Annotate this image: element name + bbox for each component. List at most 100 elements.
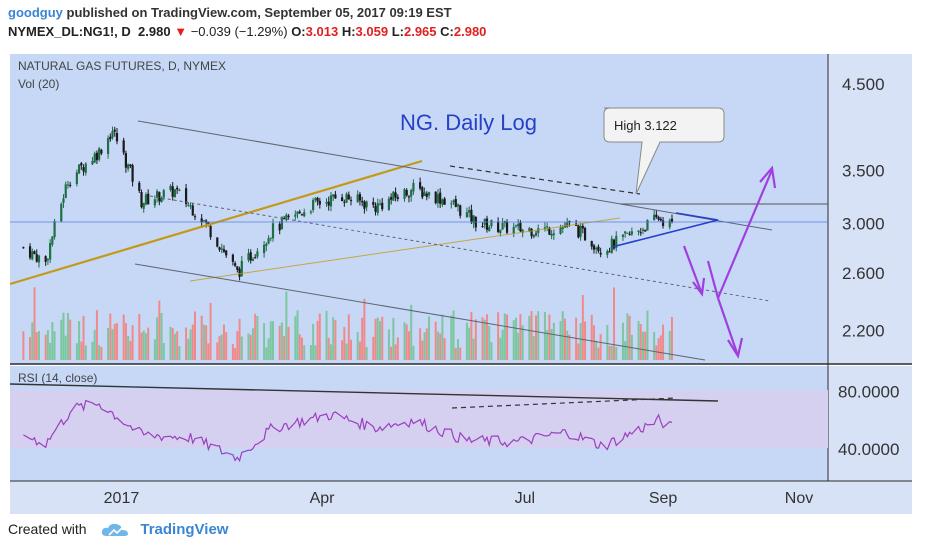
- candle-body: [332, 194, 335, 197]
- volume-bar: [334, 320, 337, 360]
- candle-body: [269, 237, 272, 239]
- candle-body: [209, 225, 212, 238]
- volume-bar: [35, 332, 38, 360]
- candle-body: [532, 234, 535, 238]
- candle-body: [218, 247, 221, 250]
- volume-bar: [390, 346, 393, 360]
- axis-ticks: 4.500 3.500 3.000 2.600 2.200 80.0000 40.0000 2…: [104, 75, 900, 507]
- publish-header: goodguy published on TradingView.com, Se…: [8, 5, 452, 20]
- volume-bar: [546, 329, 549, 360]
- candle-body: [144, 194, 148, 205]
- candle-body: [653, 214, 656, 221]
- channel-bottom-line: [134, 263, 706, 361]
- volume-bar: [481, 317, 484, 360]
- candle-body: [563, 226, 567, 228]
- volume-bar: [153, 339, 156, 360]
- candle-body: [222, 249, 226, 252]
- volume-bar: [158, 300, 161, 360]
- volume-bar: [628, 315, 631, 360]
- time-tick-label: Nov: [785, 490, 813, 507]
- purple-arrow-up: [716, 169, 774, 299]
- candle-body: [285, 214, 288, 221]
- volume-bar: [169, 326, 172, 360]
- volume-bar: [294, 316, 297, 360]
- last-price: 2.980: [138, 24, 171, 39]
- candle-body: [115, 133, 119, 142]
- volume-bar: [361, 317, 364, 360]
- volume-bar: [378, 321, 381, 360]
- volume-bar: [140, 332, 143, 360]
- volume-bar: [490, 342, 493, 360]
- volume-bar: [191, 324, 194, 360]
- candle-body: [670, 218, 674, 222]
- candle-body: [77, 164, 81, 174]
- volume-bar: [238, 318, 241, 360]
- candle-body: [481, 226, 484, 228]
- volume-bar: [173, 333, 176, 360]
- close-value: 2.980: [453, 24, 487, 39]
- volume-bar: [318, 313, 321, 360]
- candle-body: [191, 205, 194, 216]
- open-value: 3.013: [305, 24, 339, 39]
- candle-body: [501, 222, 504, 230]
- volume-bar: [69, 319, 72, 360]
- candle-body: [296, 211, 299, 215]
- volume-bar: [269, 321, 272, 360]
- down-arrow-icon: ▼: [174, 24, 188, 39]
- candle-body: [512, 226, 515, 234]
- volume-bar: [376, 317, 379, 360]
- volume-bar: [577, 343, 580, 360]
- tradingview-brand[interactable]: TradingView: [140, 521, 229, 538]
- low-value: 2.965: [403, 24, 437, 39]
- price-axis[interactable]: [828, 54, 912, 364]
- candle-body: [69, 184, 72, 186]
- volume-bar: [202, 324, 205, 360]
- chart-canvas[interactable]: 4.500 3.500 3.000 2.600 2.200 80.0000 40.0000 2…: [0, 48, 932, 514]
- volume-bars: [22, 287, 673, 360]
- volume-bar: [659, 335, 662, 360]
- volume-bar: [82, 315, 85, 360]
- price-pane[interactable]: [10, 54, 828, 364]
- volume-bar: [657, 338, 660, 360]
- volume-bar: [347, 314, 350, 360]
- volume-bar: [410, 304, 413, 360]
- candle-body: [169, 185, 172, 190]
- volume-bar: [22, 331, 25, 360]
- volume-bar: [365, 347, 368, 360]
- author-name[interactable]: goodguy: [8, 5, 63, 20]
- candle-body: [82, 167, 85, 172]
- candle-body: [497, 221, 500, 232]
- candle-body: [485, 218, 489, 230]
- candle-body: [407, 196, 411, 198]
- volume-bar: [499, 337, 502, 360]
- candle-body: [207, 221, 210, 226]
- volume-bar: [332, 317, 335, 360]
- candles: [22, 126, 674, 281]
- candle-body: [314, 198, 317, 200]
- volume-bar: [49, 342, 52, 360]
- volume-bar: [606, 324, 609, 360]
- time-axis[interactable]: [10, 481, 912, 514]
- candle-body: [561, 227, 564, 230]
- volume-bar: [256, 316, 259, 360]
- candle-body: [559, 227, 562, 234]
- volume-bar: [615, 346, 618, 360]
- volume-bar: [207, 343, 210, 360]
- rsi-band: [10, 390, 828, 448]
- volume-bar: [314, 345, 317, 360]
- volume-bar: [247, 333, 250, 360]
- candle-body: [552, 233, 555, 236]
- candle-body: [412, 182, 415, 192]
- candle-body: [294, 214, 297, 217]
- candle-body: [425, 193, 428, 197]
- candle-body: [100, 149, 103, 154]
- volume-bar: [240, 336, 243, 360]
- volume-bar: [350, 339, 353, 360]
- volume-bar: [434, 321, 437, 360]
- volume-bar: [216, 342, 219, 360]
- candle-body: [325, 202, 328, 204]
- candle-body: [405, 190, 408, 196]
- rsi-axis[interactable]: [828, 366, 912, 481]
- candle-body: [51, 236, 54, 245]
- candle-body: [534, 233, 538, 235]
